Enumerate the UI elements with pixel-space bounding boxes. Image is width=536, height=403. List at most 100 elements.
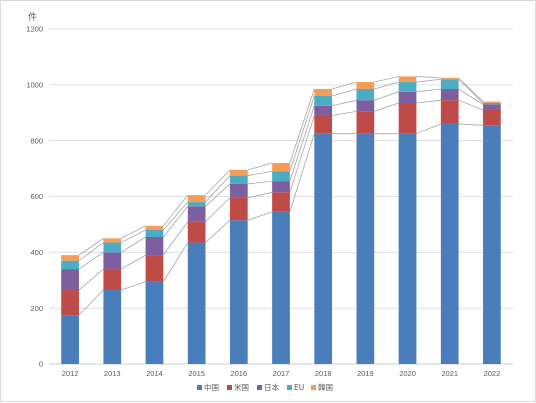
series-line	[205, 183, 231, 207]
series-line	[247, 180, 273, 185]
series-line	[120, 254, 146, 270]
series-line	[416, 99, 441, 104]
bar-segment	[440, 100, 459, 124]
series-line	[162, 194, 189, 227]
x-tick-label: 2015	[188, 369, 205, 378]
series-line	[78, 242, 104, 262]
bar-segment	[314, 89, 333, 96]
bar-segment	[440, 89, 459, 101]
series-line	[162, 221, 189, 256]
bar-segment	[145, 255, 164, 282]
bar-segment	[103, 252, 122, 270]
series-line	[374, 76, 399, 83]
bar-segment	[103, 290, 122, 364]
x-tick-label: 2014	[146, 369, 163, 378]
series-line	[374, 91, 399, 101]
y-tick-label: 1000	[26, 80, 43, 89]
series-line	[205, 169, 231, 196]
bar-segment	[483, 101, 501, 103]
bar-segment	[187, 206, 206, 222]
series-line	[289, 105, 315, 182]
bar-segment	[483, 109, 501, 126]
series-line	[121, 281, 146, 291]
bar-segment	[103, 242, 122, 253]
series-line	[78, 289, 104, 316]
bar-segment	[187, 195, 206, 203]
series-line	[162, 242, 189, 282]
legend-swatch	[257, 385, 262, 390]
x-tick-label: 2019	[357, 369, 374, 378]
series-line	[374, 102, 399, 112]
series-line	[162, 206, 189, 238]
legend-swatch	[287, 385, 292, 390]
bar-segment	[61, 260, 79, 270]
y-tick-label: 0	[39, 360, 43, 369]
bar-segment	[483, 125, 501, 364]
bar-segment	[314, 96, 333, 106]
bar-segment	[356, 133, 375, 364]
x-tick-label: 2020	[399, 369, 416, 378]
bar-segment	[356, 111, 375, 134]
bar-segment	[398, 133, 417, 364]
series-line	[289, 88, 315, 164]
bar-segment	[314, 105, 333, 116]
series-line	[120, 236, 146, 253]
bar-segment	[145, 230, 164, 237]
bar-segment	[356, 89, 375, 101]
series-line	[416, 88, 441, 93]
series-line	[416, 76, 441, 79]
x-tick-label: 2017	[273, 369, 290, 378]
x-tick-label: 2012	[62, 369, 79, 378]
series-line	[331, 99, 357, 107]
bar-segment	[187, 202, 206, 207]
x-axis-tick-labels: 2012 2013 2014 2015 2016 2017 2018 2019 2020 2021…	[62, 369, 501, 378]
bar-segment	[103, 269, 122, 291]
bar-segment	[272, 171, 290, 182]
series-line	[120, 229, 146, 243]
legend-label: 米国	[234, 382, 249, 392]
series-line	[205, 175, 231, 203]
bar-segment	[272, 192, 290, 212]
series-line	[78, 252, 104, 270]
bar-segment	[356, 82, 375, 90]
y-tick-label: 1200	[26, 25, 43, 34]
series-line	[331, 110, 357, 116]
connector-lines	[78, 76, 484, 316]
y-axis-tick-labels: 0 200 400 600 800 1000 1200	[26, 25, 43, 369]
legend-label: 中国	[204, 382, 219, 392]
y-axis-unit-label: 件	[28, 11, 37, 23]
bar-segment	[229, 183, 248, 198]
series-line	[374, 81, 399, 90]
bars	[61, 76, 501, 365]
x-tick-label: 2021	[441, 369, 458, 378]
series-line	[458, 88, 484, 105]
bar-segment	[187, 242, 206, 364]
bar-segment	[103, 238, 122, 243]
bar-segment	[314, 133, 333, 364]
y-tick-label: 200	[30, 304, 43, 313]
series-line	[247, 162, 273, 171]
bar-segment	[398, 76, 417, 83]
legend-swatch	[311, 385, 316, 390]
series-line	[289, 133, 315, 212]
bar-segment	[229, 220, 248, 364]
bar-segment	[440, 79, 459, 90]
series-line	[205, 219, 231, 243]
series-line	[78, 238, 104, 256]
y-tick-label: 800	[30, 136, 43, 145]
series-line	[120, 225, 146, 239]
series-line	[331, 88, 357, 97]
x-tick-label: 2018	[315, 369, 332, 378]
series-line	[458, 77, 484, 102]
series-line	[416, 123, 442, 135]
bar-segment	[229, 197, 248, 221]
series-line	[78, 268, 104, 291]
bar-segment	[145, 236, 164, 256]
bar-segment	[314, 115, 333, 134]
legend: 中国 米国 日本 EU 韓国	[197, 382, 333, 392]
series-line	[247, 170, 273, 176]
legend-label: 韓国	[318, 382, 333, 392]
series-line	[416, 78, 441, 83]
